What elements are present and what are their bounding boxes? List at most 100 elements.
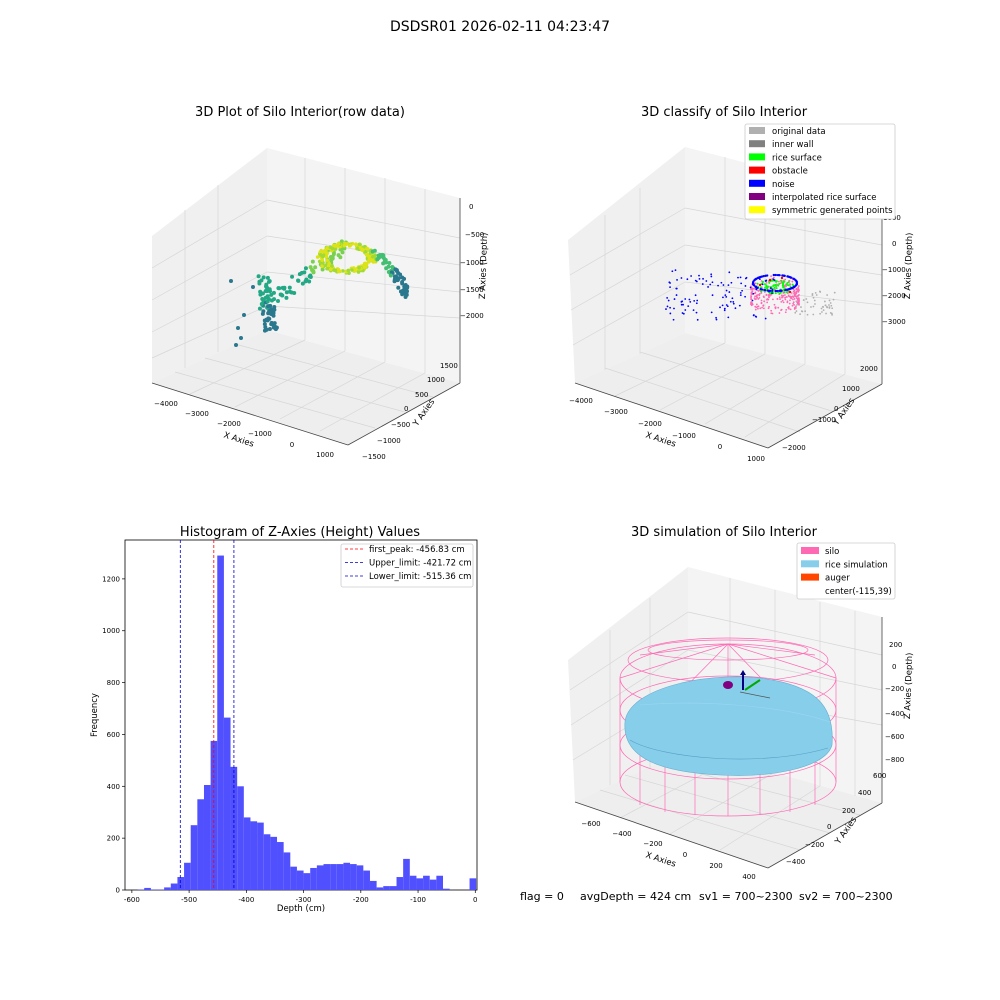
raw-point	[364, 249, 368, 254]
histogram-bar	[310, 867, 317, 890]
classify-point	[750, 295, 753, 298]
classify-point	[693, 299, 696, 302]
classify-point	[768, 296, 770, 299]
classify-x-tick: −1000	[672, 432, 696, 440]
raw-point	[381, 255, 386, 260]
classify-point	[770, 293, 773, 296]
raw-point	[262, 322, 267, 327]
classify-point	[753, 278, 757, 281]
classify-point	[755, 287, 758, 290]
histogram-x-tick-label: -100	[410, 896, 426, 904]
raw-point	[313, 265, 318, 270]
classify-point	[811, 294, 814, 297]
raw-z-tick: −2000	[460, 312, 484, 320]
raw-z-tick: −1000	[460, 259, 484, 267]
sim-y-ticks: −400 −200 0 200 400 600	[786, 772, 886, 866]
raw-point	[315, 255, 320, 259]
histogram-y-ticks: 0 200 400 600 800 1000 1200	[102, 575, 125, 895]
raw-point	[320, 267, 325, 272]
panel-3d-classify: 3D classify of Silo Interior −4000 −3000…	[568, 105, 915, 463]
classify-point	[787, 306, 790, 308]
classify-point	[786, 281, 789, 284]
raw-point	[260, 296, 265, 301]
histogram-bars	[137, 555, 477, 890]
raw-point	[280, 293, 285, 298]
raw-point	[274, 325, 279, 330]
classify-x-tick: −4000	[569, 397, 593, 405]
sim-legend-swatch	[801, 547, 819, 554]
classify-point	[778, 312, 781, 314]
histogram-bar	[270, 836, 278, 890]
histogram-bar	[177, 877, 185, 890]
classify-point	[761, 306, 763, 309]
classify-point	[669, 306, 671, 309]
classify-point	[680, 277, 683, 279]
classify-point	[785, 309, 788, 311]
footer-avg-depth: avgDepth = 424 cm	[580, 890, 691, 903]
classify-point	[754, 298, 757, 301]
classify-point	[727, 316, 730, 319]
histogram-bar	[330, 864, 337, 890]
classify-legend-swatch	[749, 166, 765, 174]
classify-point	[752, 314, 755, 317]
raw-point	[277, 286, 282, 291]
classify-point	[710, 275, 713, 278]
classify-point	[771, 288, 774, 291]
raw-point	[402, 276, 407, 281]
classify-point	[721, 304, 724, 307]
raw-point	[264, 284, 269, 289]
raw-point	[330, 264, 334, 268]
raw-point	[259, 301, 264, 306]
classify-point	[762, 295, 765, 298]
sim-x-label: X Axies	[644, 850, 677, 869]
raw-point	[400, 281, 405, 286]
classify-z-tick: −3000	[882, 318, 906, 326]
classify-point	[705, 280, 708, 282]
classify-point	[763, 288, 766, 292]
raw-point-cloud	[229, 239, 410, 347]
raw-point	[340, 250, 345, 255]
raw-point	[260, 311, 265, 316]
classify-point	[785, 288, 788, 291]
classify-point	[832, 298, 835, 301]
raw-point	[272, 321, 277, 326]
classify-point	[778, 296, 781, 299]
histogram-legend-label: Upper_limit: -421.72 cm	[369, 559, 472, 569]
sim-rice-surface	[624, 676, 833, 776]
classify-point	[795, 305, 797, 308]
classify-point	[751, 288, 754, 291]
classify-point	[780, 276, 784, 280]
classify-legend-swatch	[749, 179, 765, 187]
classify-point	[825, 305, 828, 308]
footer-flag: flag = 0	[520, 890, 564, 903]
panel-3d-raw-title: 3D Plot of Silo Interior(row data)	[195, 105, 405, 120]
classify-point	[794, 311, 797, 314]
classify-point	[780, 279, 783, 282]
classify-point	[788, 287, 792, 290]
classify-point	[740, 282, 743, 285]
histogram-bar	[409, 875, 417, 890]
classify-point	[715, 318, 718, 321]
classify-legend-swatch	[749, 153, 765, 161]
classify-point	[784, 278, 787, 281]
classify-point	[780, 289, 783, 292]
sim-z-label: Z Axies (Depth)	[903, 652, 915, 719]
raw-point	[350, 268, 354, 272]
classify-point	[723, 307, 726, 310]
classify-point	[717, 284, 719, 287]
classify-point	[793, 308, 796, 310]
classify-legend-label: original data	[772, 127, 826, 137]
histogram-bar	[217, 555, 224, 890]
raw-x-tick: 0	[290, 441, 294, 449]
histogram-bar	[170, 883, 178, 890]
raw-point	[325, 258, 330, 263]
classify-z-tick: 0	[892, 240, 896, 248]
classify-point	[798, 303, 800, 306]
classify-point	[802, 299, 805, 301]
classify-point	[796, 288, 799, 291]
raw-point	[239, 336, 243, 340]
raw-point	[272, 297, 277, 302]
classify-point	[769, 287, 772, 290]
classify-point	[739, 294, 742, 297]
raw-point	[236, 326, 240, 330]
